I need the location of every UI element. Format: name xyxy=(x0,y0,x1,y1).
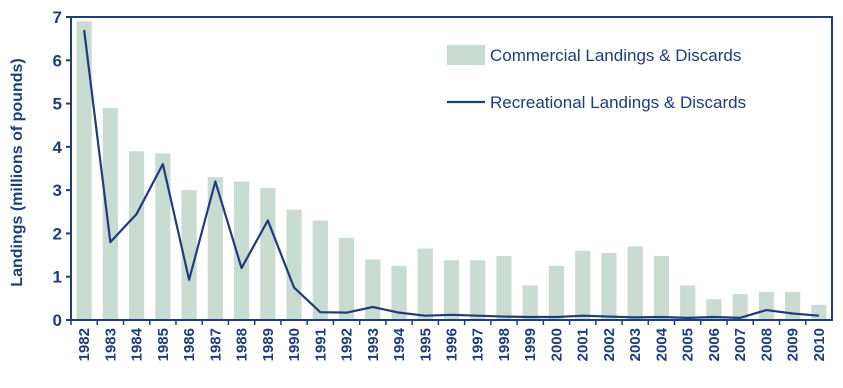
bar-2005 xyxy=(680,285,695,320)
bar-1991 xyxy=(313,220,328,320)
y-tick-label: 3 xyxy=(53,181,62,200)
x-tick-label: 1995 xyxy=(417,328,434,361)
y-axis-title: Landings (millions of pounds) xyxy=(9,58,26,286)
bar-1984 xyxy=(129,151,144,320)
bar-2008 xyxy=(759,292,774,320)
x-tick-label: 2007 xyxy=(732,328,749,361)
y-tick-label: 6 xyxy=(53,51,62,70)
bar-2000 xyxy=(549,266,564,320)
bar-1999 xyxy=(523,285,538,320)
x-tick-label: 2003 xyxy=(627,328,644,361)
bar-1989 xyxy=(260,188,275,320)
bar-1996 xyxy=(444,260,459,320)
legend-label-recreational: Recreational Landings & Discards xyxy=(490,93,746,112)
bar-2004 xyxy=(654,256,669,320)
bar-1995 xyxy=(418,249,433,320)
x-tick-label: 1991 xyxy=(312,328,329,361)
bar-2009 xyxy=(785,292,800,320)
bar-2003 xyxy=(628,246,643,320)
x-tick-label: 1982 xyxy=(76,328,93,361)
x-tick-label: 1994 xyxy=(391,327,408,361)
x-tick-label: 1996 xyxy=(444,328,461,361)
legend-swatch-commercial xyxy=(447,45,485,65)
bar-1993 xyxy=(365,259,380,320)
x-tick-label: 2001 xyxy=(575,328,592,361)
x-tick-label: 1993 xyxy=(365,328,382,361)
x-tick-label: 1988 xyxy=(234,328,251,361)
legend-label-commercial: Commercial Landings & Discards xyxy=(490,46,741,65)
y-tick-label: 4 xyxy=(53,138,63,157)
x-tick-label: 1989 xyxy=(260,328,277,361)
bar-1985 xyxy=(155,153,170,320)
bar-2010 xyxy=(811,305,826,320)
x-tick-label: 2002 xyxy=(601,328,618,361)
bar-1983 xyxy=(103,108,118,320)
x-tick-label: 2000 xyxy=(548,328,565,361)
x-tick-label: 1998 xyxy=(496,328,513,361)
x-tick-label: 2008 xyxy=(758,328,775,361)
x-tick-label: 2010 xyxy=(811,328,828,361)
x-tick-label: 1983 xyxy=(102,328,119,361)
x-tick-label: 1997 xyxy=(470,328,487,361)
bar-2002 xyxy=(601,253,616,320)
y-tick-label: 2 xyxy=(53,224,62,243)
y-tick-label: 5 xyxy=(53,95,62,114)
x-tick-label: 2005 xyxy=(680,328,697,361)
x-tick-label: 1986 xyxy=(181,328,198,361)
bar-1990 xyxy=(286,210,301,320)
x-tick-label: 1985 xyxy=(155,328,172,361)
x-tick-label: 1984 xyxy=(129,327,146,361)
y-tick-label: 1 xyxy=(53,268,62,287)
legend: Commercial Landings & Discards Recreation… xyxy=(447,45,746,112)
y-tick-label: 7 xyxy=(53,8,62,27)
x-tick-label: 1987 xyxy=(207,328,224,361)
bar-1998 xyxy=(496,256,511,320)
x-tick-label: 1999 xyxy=(522,328,539,361)
x-tick-label: 2006 xyxy=(706,328,723,361)
bar-1997 xyxy=(470,260,485,320)
bar-1992 xyxy=(339,238,354,320)
x-tick-label: 1990 xyxy=(286,328,303,361)
x-tick-label: 2004 xyxy=(653,327,670,361)
x-tick-label: 2009 xyxy=(785,328,802,361)
x-tick-label: 1992 xyxy=(339,328,356,361)
bar-2001 xyxy=(575,251,590,320)
y-tick-label: 0 xyxy=(53,311,62,330)
